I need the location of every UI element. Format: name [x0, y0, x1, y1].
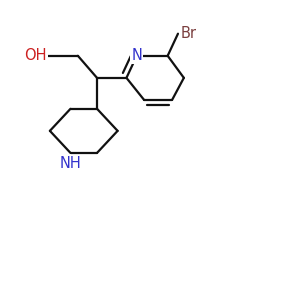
- Text: OH: OH: [24, 48, 47, 63]
- Text: N: N: [131, 48, 142, 63]
- Text: NH: NH: [60, 156, 81, 171]
- Text: Br: Br: [180, 26, 196, 41]
